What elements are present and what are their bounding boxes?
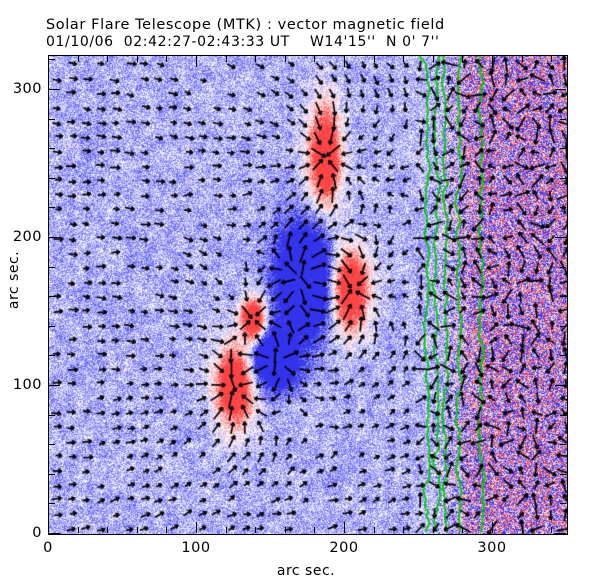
x-tick-top — [374, 56, 375, 62]
y-tick — [49, 415, 55, 416]
y-tick-label: 0 — [32, 525, 42, 541]
y-tick-right — [560, 355, 566, 356]
y-tick — [49, 207, 55, 208]
x-axis-title: arc sec. — [276, 563, 336, 579]
x-tick — [522, 527, 523, 533]
x-tick — [226, 527, 227, 533]
y-tick-right — [560, 415, 566, 416]
y-tick — [49, 119, 55, 120]
y-tick-right — [560, 296, 566, 297]
x-tick-top — [107, 56, 108, 62]
x-tick-top — [433, 56, 434, 62]
y-tick-right — [560, 444, 566, 445]
x-tick-top — [48, 56, 49, 67]
x-tick — [374, 527, 375, 533]
x-tick-label: 200 — [329, 540, 359, 556]
x-tick-top — [492, 56, 493, 67]
magnetogram-image — [49, 56, 567, 534]
x-tick-top — [166, 56, 167, 62]
y-tick — [49, 89, 60, 90]
y-tick — [49, 503, 55, 504]
y-tick — [49, 237, 60, 238]
y-tick-right — [560, 267, 566, 268]
x-tick — [107, 527, 108, 533]
x-tick — [314, 527, 315, 533]
x-tick — [48, 522, 49, 533]
y-tick — [49, 178, 55, 179]
x-tick-top — [403, 56, 404, 62]
x-tick-top — [255, 56, 256, 62]
y-tick — [49, 444, 55, 445]
x-tick — [551, 527, 552, 533]
y-tick-right — [555, 533, 566, 534]
y-tick-right — [560, 207, 566, 208]
x-tick-label: 100 — [181, 540, 211, 556]
y-tick-right — [560, 59, 566, 60]
x-tick — [462, 527, 463, 533]
figure-title: Solar Flare Telescope (MTK) : vector mag… — [46, 17, 445, 33]
x-tick-top — [344, 56, 345, 67]
x-tick-top — [137, 56, 138, 62]
x-tick-label: 300 — [477, 540, 507, 556]
x-tick-top — [285, 56, 286, 62]
plot-area — [48, 55, 568, 535]
y-axis-title: arc sec. — [6, 250, 22, 310]
x-tick-top — [78, 56, 79, 62]
x-tick-top — [522, 56, 523, 62]
y-tick-right — [560, 119, 566, 120]
y-tick-right — [560, 178, 566, 179]
x-tick — [433, 527, 434, 533]
x-tick-label: 0 — [43, 540, 53, 556]
y-tick-right — [555, 385, 566, 386]
y-tick — [49, 148, 55, 149]
y-tick-label: 300 — [12, 81, 42, 98]
y-tick — [49, 59, 55, 60]
y-tick — [49, 296, 55, 297]
y-tick-right — [560, 474, 566, 475]
y-tick-label: 100 — [12, 377, 42, 393]
x-tick — [137, 527, 138, 533]
x-tick — [492, 522, 493, 533]
y-tick — [49, 533, 60, 534]
y-tick — [49, 474, 55, 475]
y-tick-right — [560, 503, 566, 504]
y-tick-right — [555, 89, 566, 90]
y-tick — [49, 267, 55, 268]
y-tick-right — [555, 237, 566, 238]
x-tick-top — [314, 56, 315, 62]
x-tick — [196, 522, 197, 533]
y-tick-right — [560, 148, 566, 149]
x-tick-top — [196, 56, 197, 67]
y-tick — [49, 355, 55, 356]
y-axis-tick-labels: 0 100 200 300 — [0, 0, 42, 585]
x-tick — [285, 527, 286, 533]
x-tick-top — [551, 56, 552, 62]
y-tick — [49, 326, 55, 327]
figure-subtitle: 01/10/06 02:42:27-02:43:33 UT W14'15'' N… — [46, 34, 440, 50]
x-tick — [78, 527, 79, 533]
y-tick — [49, 385, 60, 386]
x-tick-top — [462, 56, 463, 62]
x-tick — [166, 527, 167, 533]
y-tick-right — [560, 326, 566, 327]
x-tick-top — [226, 56, 227, 62]
x-tick — [403, 527, 404, 533]
y-tick-label: 200 — [12, 229, 42, 246]
x-tick — [344, 522, 345, 533]
x-tick — [255, 527, 256, 533]
